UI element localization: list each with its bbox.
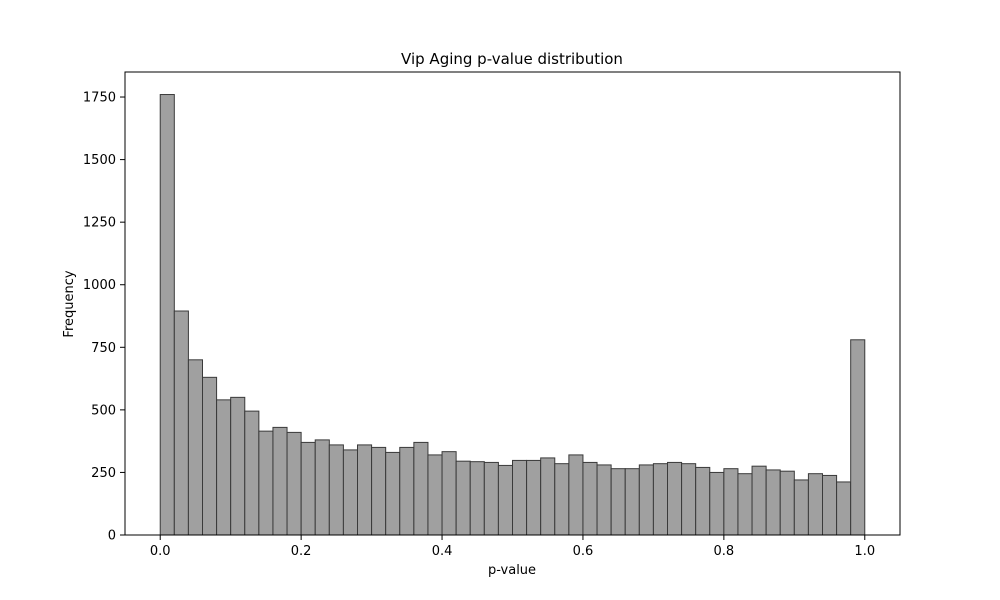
x-tick-label: 0.0 [150,544,171,559]
histogram-bar [526,459,542,536]
histogram-bar [765,469,781,536]
histogram-bar [328,444,344,536]
y-tick-label: 750 [91,341,116,356]
histogram-bar [610,468,626,536]
histogram-bar [469,461,485,536]
histogram-bar [357,444,373,536]
histogram-bar [314,439,330,536]
histogram-bar [695,466,711,536]
histogram-bar [723,468,739,536]
histogram-bar [681,463,697,536]
histogram-bar [540,457,556,536]
histogram-bar [385,451,401,536]
histogram-bar [568,454,584,536]
histogram-bar [272,426,288,536]
histogram-bar [342,449,358,536]
y-axis-label: Frequency [62,270,77,337]
x-axis-label: p-value [488,563,536,578]
y-tick-label: 1500 [83,153,116,168]
y-tick-label: 0 [108,529,116,544]
histogram-bar [427,454,443,536]
x-tick-label: 0.8 [714,544,735,559]
histogram-bar [850,339,866,536]
histogram-bar [638,464,654,536]
plot-frame [124,71,901,536]
histogram-bar [159,94,175,536]
chart-title: Vip Aging p-value distribution [401,50,623,68]
histogram-bar [793,479,809,536]
histogram-bar [822,474,838,536]
histogram-bar [667,461,683,536]
histogram-bar [624,468,640,536]
x-tick-label: 0.6 [573,544,594,559]
y-tick-label: 500 [91,403,116,418]
histogram-bar [399,446,415,536]
histogram-bar [258,430,274,536]
y-tick-label: 1000 [83,278,116,293]
histogram-bar [216,399,232,536]
histogram-bar [652,463,669,536]
histogram-bar [807,473,824,536]
y-tick-label: 1750 [83,91,116,106]
x-tick-label: 0.2 [291,544,312,559]
histogram-bar [737,473,753,536]
histogram-bar [286,431,302,536]
x-tick-label: 1.0 [854,544,875,559]
histogram-bar [497,464,513,536]
y-axis: 0 250 500 750 1000 1250 1500 1750 [83,91,125,544]
histogram-bar [173,310,189,536]
histogram-bar [187,359,203,536]
histogram-bar [244,410,260,536]
histogram-bar [751,465,767,536]
histogram-bar [709,471,725,536]
histogram-bar [455,460,471,536]
histogram-bar [230,396,246,536]
histogram-bar [836,481,852,536]
y-tick-label: 250 [91,466,116,481]
histogram-bar [596,464,612,536]
histogram-bar [582,461,598,536]
histogram-bar [512,459,528,536]
histogram-bar [413,441,429,536]
histogram-bar [300,441,316,536]
histogram-bar [483,461,499,536]
x-tick-label: 0.4 [432,544,453,559]
y-tick-label: 1250 [83,216,116,231]
x-axis: 0.0 0.2 0.4 0.6 0.8 1.0 [150,535,875,559]
histogram-bar [441,451,457,536]
histogram-bar [202,376,218,536]
histogram-bar [371,446,387,536]
histogram-bar [554,463,570,536]
histogram-bar [779,470,795,536]
